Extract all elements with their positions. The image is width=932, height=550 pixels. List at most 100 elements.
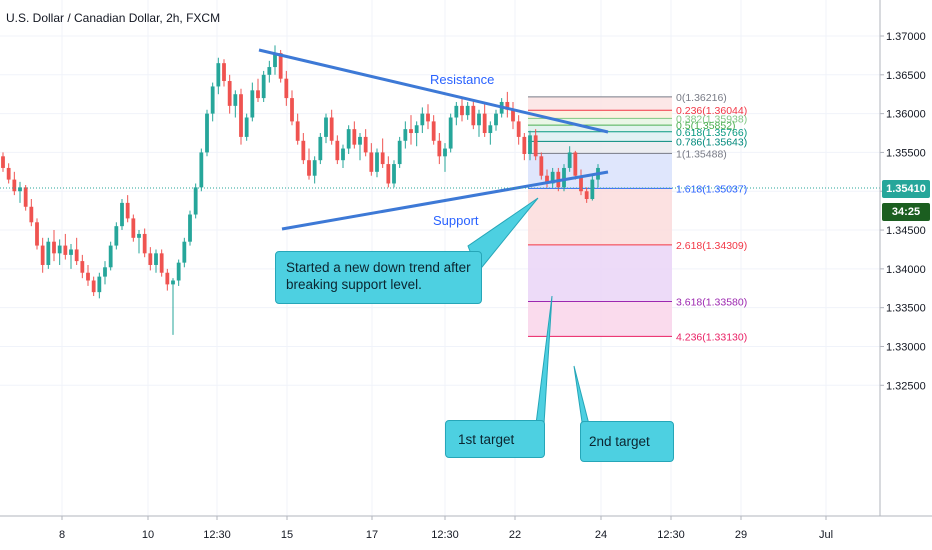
price-tick-label: 1.37000 <box>886 31 926 43</box>
candle <box>256 78 260 102</box>
time-tick-label: 17 <box>366 529 378 541</box>
candle-body <box>176 262 181 281</box>
candle <box>358 133 362 161</box>
candle <box>454 101 459 126</box>
candle-body <box>267 67 272 75</box>
candle-body <box>341 148 345 161</box>
candle-body <box>137 233 141 238</box>
candle-body <box>120 202 124 227</box>
candle <box>80 254 85 279</box>
candle-body <box>516 121 521 137</box>
candle-body <box>505 101 510 110</box>
fib-zone <box>528 131 672 142</box>
candle-body <box>63 245 68 255</box>
candle-body <box>182 241 187 263</box>
candle-body <box>57 245 62 254</box>
candle <box>511 101 515 130</box>
candle-body <box>1 156 5 168</box>
candle <box>567 146 572 172</box>
resistance-trendline[interactable] <box>258 48 609 134</box>
candle-body <box>125 202 130 219</box>
candle-body <box>511 109 515 122</box>
candle <box>159 249 164 277</box>
candle <box>103 261 107 285</box>
time-tick-label: 10 <box>142 529 154 541</box>
price-tick-label: 1.36000 <box>886 109 926 121</box>
fib-zone <box>528 188 672 245</box>
callout-target1[interactable]: 1st target <box>445 420 545 458</box>
candle <box>550 167 555 188</box>
candle <box>477 109 481 137</box>
candle-body <box>227 81 232 106</box>
candle <box>426 104 430 130</box>
price-tick-label: 1.33500 <box>886 303 926 315</box>
candle-body <box>329 117 334 141</box>
candle-body <box>392 164 396 184</box>
candle <box>210 82 215 122</box>
candle-body <box>290 98 294 122</box>
candle-body <box>352 129 357 145</box>
fib-zone <box>528 244 672 302</box>
candle-body <box>528 135 532 154</box>
time-tick-label: 15 <box>281 529 293 541</box>
candle <box>261 70 266 102</box>
chart-title: U.S. Dollar / Canadian Dollar, 2h, FXCM <box>6 11 220 25</box>
candle <box>380 138 385 168</box>
candle <box>114 222 119 250</box>
candle-body <box>301 140 306 161</box>
candle-body <box>465 105 470 116</box>
candle <box>420 107 425 134</box>
support-label: Support <box>433 213 479 228</box>
callout-target2[interactable]: 2nd target <box>580 421 674 462</box>
candle <box>562 164 566 192</box>
price-tick-label: 1.32500 <box>886 380 926 392</box>
candle-body <box>420 113 425 126</box>
candle <box>533 129 538 161</box>
candle-body <box>539 156 544 176</box>
candle-body <box>477 113 481 126</box>
candle-body <box>482 113 487 134</box>
candle <box>579 169 583 196</box>
candle <box>227 74 232 114</box>
candle-body <box>335 140 340 161</box>
candle <box>312 156 317 184</box>
fib-level-label: 3.618(1.33580) <box>676 296 747 308</box>
candle-body <box>545 175 549 184</box>
candle <box>165 268 170 291</box>
candle <box>120 199 124 231</box>
candle-body <box>363 136 368 153</box>
candle-body <box>6 167 11 180</box>
candle <box>284 70 289 106</box>
candle-body <box>403 129 408 141</box>
candle-body <box>239 94 243 137</box>
candle-body <box>108 245 113 268</box>
candle-body <box>80 261 85 273</box>
price-tick-label: 1.34000 <box>886 264 926 276</box>
candle-body <box>40 245 45 265</box>
candle <box>528 130 532 161</box>
candle <box>352 121 357 149</box>
candle-body <box>29 206 34 223</box>
candle-body <box>52 241 56 254</box>
candle <box>341 144 345 168</box>
candle <box>29 199 34 227</box>
fib-level-label: 0.5(1.35852) <box>676 120 736 132</box>
price-axis[interactable]: 1.370001.365001.360001.355001.350001.345… <box>879 0 932 516</box>
candle <box>86 264 90 286</box>
candle <box>539 152 544 180</box>
candle-body <box>533 135 538 157</box>
candle <box>154 249 158 273</box>
time-axis[interactable]: 8 10 12:30 15 17 12:30 22 24 12:30 29 Jul <box>0 515 932 541</box>
fib-zone <box>528 125 672 132</box>
candle <box>573 150 578 180</box>
candle-body <box>114 226 119 246</box>
fib-level-label: 4.236(1.33130) <box>676 331 747 343</box>
candle <box>40 237 45 273</box>
callout-main[interactable]: Started a new down trend after breaking … <box>275 251 482 304</box>
candle-body <box>494 113 498 126</box>
support-trendline[interactable] <box>281 170 609 231</box>
candle-body <box>460 105 464 116</box>
candle <box>273 45 277 75</box>
candle <box>488 121 493 145</box>
